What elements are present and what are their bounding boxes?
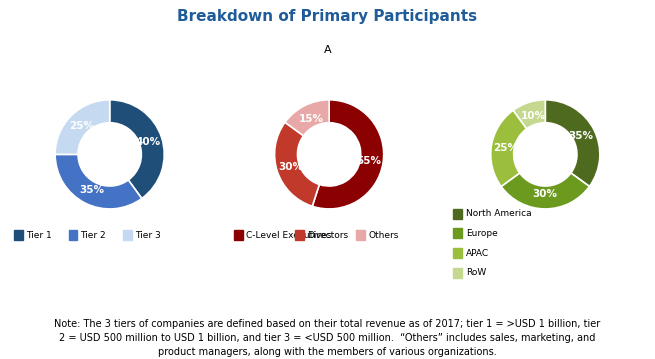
Text: 55%: 55% xyxy=(356,155,381,165)
Text: 25%: 25% xyxy=(493,143,519,153)
Text: Directors: Directors xyxy=(307,230,348,240)
Wedge shape xyxy=(514,100,546,129)
Text: North America: North America xyxy=(466,209,532,218)
Text: Others: Others xyxy=(368,230,398,240)
Text: 25%: 25% xyxy=(69,121,94,131)
Text: 10%: 10% xyxy=(521,112,546,121)
Text: 40%: 40% xyxy=(135,137,160,147)
Text: A: A xyxy=(324,45,331,55)
Text: BY DESIGNATION: BY DESIGNATION xyxy=(278,63,377,73)
Text: Breakdown of Primary Participants: Breakdown of Primary Participants xyxy=(178,9,477,24)
Wedge shape xyxy=(491,110,527,186)
Text: 30%: 30% xyxy=(533,189,558,199)
Text: C-Level Executives: C-Level Executives xyxy=(246,230,332,240)
Wedge shape xyxy=(312,100,384,209)
Text: 15%: 15% xyxy=(299,114,324,124)
Text: Tier 2: Tier 2 xyxy=(81,230,106,240)
Text: Note: The 3 tiers of companies are defined based on their total revenue as of 20: Note: The 3 tiers of companies are defin… xyxy=(54,319,601,357)
Wedge shape xyxy=(285,100,329,136)
Wedge shape xyxy=(55,100,110,154)
Text: BY REGION: BY REGION xyxy=(515,63,579,73)
Text: BY COMPANY TYPE: BY COMPANY TYPE xyxy=(53,63,162,73)
Text: 30%: 30% xyxy=(279,162,304,172)
Wedge shape xyxy=(55,154,141,209)
Text: 35%: 35% xyxy=(79,185,104,195)
Wedge shape xyxy=(545,100,600,186)
Text: 35%: 35% xyxy=(569,131,593,141)
Wedge shape xyxy=(501,173,590,209)
Text: Europe: Europe xyxy=(466,229,498,238)
Text: Tier 3: Tier 3 xyxy=(135,230,160,240)
Text: Tier 1: Tier 1 xyxy=(26,230,52,240)
Wedge shape xyxy=(274,122,320,206)
Wedge shape xyxy=(109,100,164,199)
Text: APAC: APAC xyxy=(466,248,489,258)
Text: RoW: RoW xyxy=(466,268,487,278)
